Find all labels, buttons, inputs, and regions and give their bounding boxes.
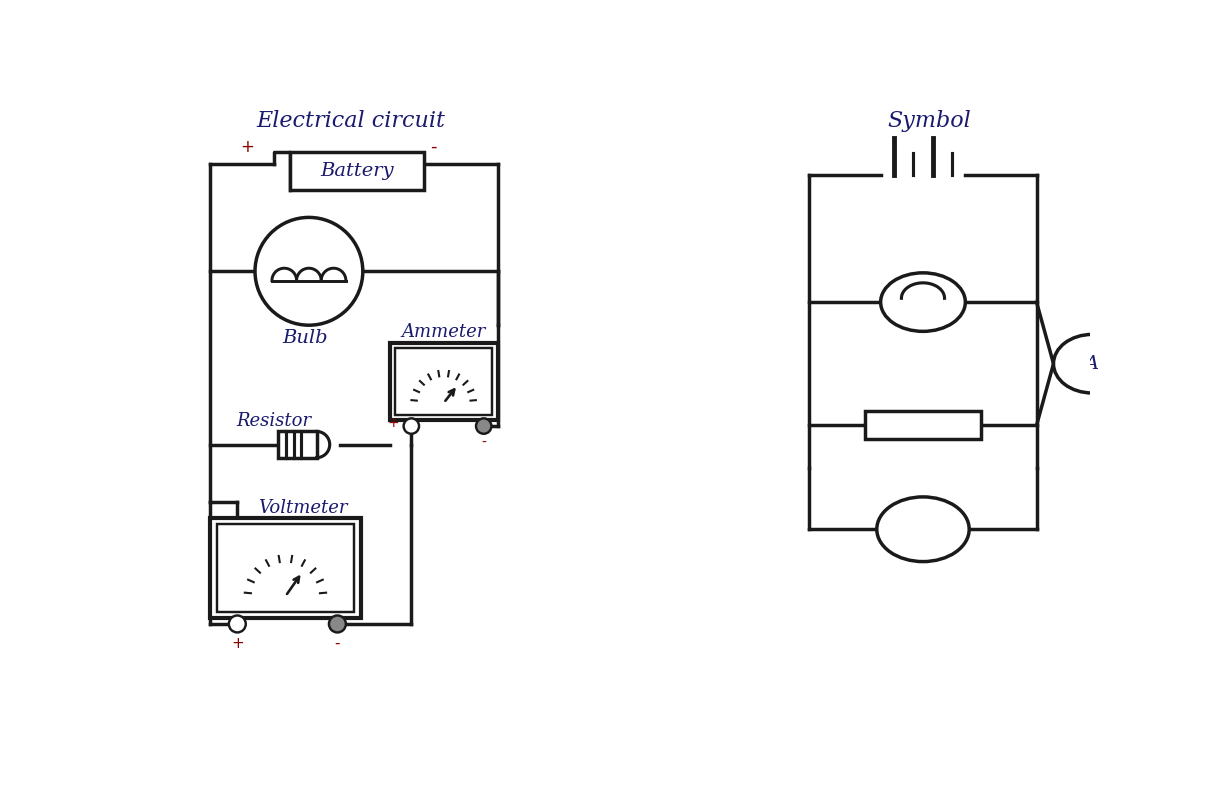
Text: Bulb: Bulb bbox=[282, 329, 328, 347]
Text: -: - bbox=[481, 436, 486, 450]
Ellipse shape bbox=[1053, 334, 1130, 393]
FancyArrow shape bbox=[571, 367, 663, 414]
Bar bbox=[278, 432, 317, 458]
Text: Ammeter: Ammeter bbox=[401, 323, 486, 341]
Bar bbox=[210, 517, 361, 618]
Text: A: A bbox=[1085, 355, 1100, 373]
Circle shape bbox=[476, 418, 491, 434]
Bar bbox=[395, 349, 492, 414]
Text: +: + bbox=[231, 636, 244, 651]
Text: Resistor: Resistor bbox=[237, 412, 312, 430]
Text: +: + bbox=[388, 416, 400, 430]
Bar bbox=[865, 411, 981, 439]
Bar bbox=[216, 524, 355, 612]
Text: V: V bbox=[916, 520, 929, 539]
Text: -: - bbox=[430, 137, 437, 155]
Ellipse shape bbox=[877, 497, 970, 561]
Ellipse shape bbox=[881, 273, 966, 331]
Text: Battery: Battery bbox=[321, 162, 394, 181]
Circle shape bbox=[228, 615, 245, 633]
Bar bbox=[289, 152, 424, 191]
Text: -: - bbox=[334, 636, 340, 651]
Circle shape bbox=[255, 217, 363, 325]
Text: Electrical circuit: Electrical circuit bbox=[256, 110, 446, 132]
Text: Symbol: Symbol bbox=[887, 110, 971, 132]
Text: Voltmeter: Voltmeter bbox=[258, 498, 347, 517]
Bar bbox=[390, 343, 498, 420]
Circle shape bbox=[329, 615, 346, 633]
Text: +: + bbox=[241, 137, 254, 155]
Circle shape bbox=[403, 418, 419, 434]
